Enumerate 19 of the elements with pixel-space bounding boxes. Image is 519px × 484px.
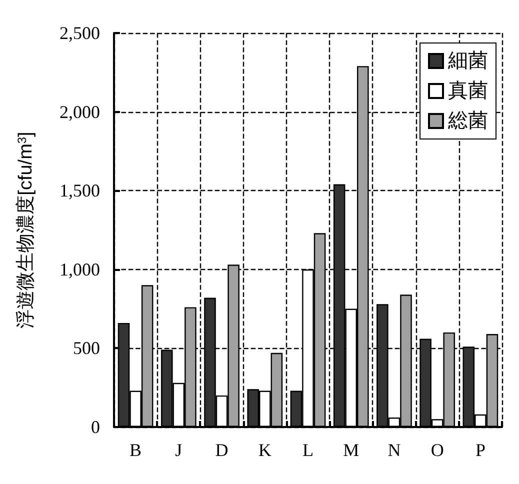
y-tick-label: 2,500 (60, 23, 100, 43)
y-axis-title: 浮遊微生物濃度[cfu/m3] (14, 132, 36, 328)
legend-label: 細菌 (447, 50, 488, 72)
y-tick-label: 1,500 (60, 180, 100, 201)
x-tick-label: B (130, 440, 142, 460)
x-tick-label: L (302, 440, 314, 460)
y-tick-label: 0 (91, 417, 100, 437)
x-tick-label: J (175, 440, 182, 460)
x-tick-label: K (258, 440, 272, 460)
x-tick-label: O (430, 440, 444, 460)
x-tick-label: D (215, 440, 228, 460)
y-tick-label: 2,000 (60, 102, 100, 122)
legend-label: 総菌 (447, 110, 488, 132)
x-tick-label: M (343, 440, 360, 460)
y-tick-label: 500 (73, 338, 100, 358)
y-tick-label: 1,000 (60, 259, 100, 280)
legend-label: 真菌 (448, 80, 488, 102)
x-tick-label: P (475, 440, 486, 460)
x-tick-label: N (388, 440, 401, 460)
